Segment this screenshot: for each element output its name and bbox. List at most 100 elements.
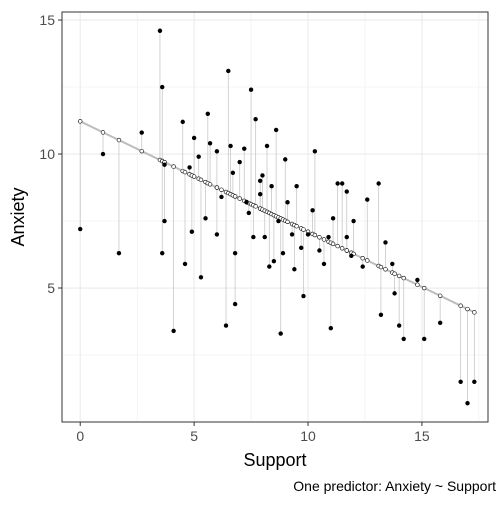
grid-lines bbox=[62, 12, 488, 422]
fitted-point bbox=[207, 182, 213, 187]
data-point bbox=[162, 162, 167, 167]
data-point bbox=[335, 181, 340, 186]
data-point bbox=[365, 197, 370, 202]
fitted-point bbox=[139, 148, 144, 154]
data-point bbox=[276, 218, 281, 224]
data-point bbox=[472, 379, 477, 385]
fitted-points bbox=[78, 119, 477, 315]
fitted-point bbox=[312, 232, 318, 238]
fitted-point bbox=[294, 224, 299, 229]
data-point bbox=[230, 170, 236, 175]
fitted-point bbox=[301, 227, 306, 232]
data-point bbox=[285, 200, 290, 205]
data-point bbox=[280, 250, 286, 256]
data-point bbox=[100, 151, 106, 157]
data-point bbox=[264, 143, 270, 149]
fitted-point bbox=[401, 275, 406, 281]
data-point bbox=[219, 194, 224, 200]
data-point bbox=[383, 240, 388, 245]
fitted-point bbox=[360, 256, 365, 261]
data-point bbox=[437, 320, 443, 326]
data-point bbox=[401, 336, 406, 342]
x-axis: 0 5 10 15 bbox=[76, 422, 430, 444]
chart-caption: One predictor: Anxiety ~ Support bbox=[293, 478, 496, 494]
x-tick-label: 0 bbox=[76, 428, 84, 444]
fitted-point bbox=[396, 273, 402, 279]
data-point bbox=[260, 173, 265, 178]
data-point bbox=[378, 312, 384, 318]
fitted-point bbox=[171, 164, 176, 169]
data-point bbox=[180, 119, 185, 125]
y-axis-label: Anxiety bbox=[8, 187, 28, 246]
data-point bbox=[191, 135, 197, 141]
data-point bbox=[344, 189, 349, 194]
fitted-point bbox=[383, 267, 388, 272]
data-point bbox=[278, 331, 283, 336]
data-point bbox=[253, 116, 258, 122]
data-point bbox=[326, 234, 331, 240]
data-point bbox=[214, 232, 220, 237]
data-point bbox=[171, 328, 176, 334]
data-point bbox=[422, 336, 427, 342]
data-point bbox=[340, 181, 345, 186]
data-point bbox=[187, 165, 192, 170]
data-point bbox=[273, 127, 279, 133]
data-point bbox=[376, 181, 381, 186]
data-point bbox=[160, 250, 165, 256]
data-point bbox=[351, 218, 356, 224]
data-point bbox=[465, 401, 470, 406]
fitted-point bbox=[465, 306, 470, 312]
x-tick-label: 10 bbox=[300, 428, 316, 444]
data-point bbox=[305, 232, 311, 237]
data-point bbox=[160, 84, 165, 90]
fitted-point bbox=[78, 119, 83, 124]
data-point bbox=[298, 245, 304, 251]
data-point bbox=[251, 234, 256, 240]
x-tick-label: 5 bbox=[190, 428, 198, 444]
data-point bbox=[349, 253, 354, 259]
fitted-point bbox=[198, 177, 204, 183]
data-point bbox=[232, 250, 238, 256]
data-point bbox=[310, 208, 315, 213]
x-tick-label: 15 bbox=[414, 428, 430, 444]
fitted-point bbox=[365, 258, 370, 263]
data-point bbox=[257, 178, 263, 184]
fitted-point bbox=[253, 204, 258, 209]
fitted-point bbox=[415, 282, 420, 287]
fitted-point bbox=[340, 246, 345, 251]
data-point bbox=[242, 146, 247, 151]
data-point bbox=[257, 192, 263, 197]
data-point bbox=[283, 157, 288, 162]
data-point bbox=[269, 183, 274, 189]
fitted-point bbox=[182, 169, 188, 175]
data-point bbox=[271, 259, 277, 264]
fitted-point bbox=[237, 196, 242, 201]
fitted-point bbox=[317, 235, 322, 240]
data-point bbox=[392, 291, 397, 296]
fitted-point bbox=[472, 310, 477, 315]
fitted-point bbox=[378, 264, 384, 270]
y-tick-label: 10 bbox=[39, 146, 55, 162]
data-point bbox=[205, 111, 210, 117]
data-point bbox=[116, 250, 122, 256]
data-point bbox=[207, 141, 213, 146]
data-point bbox=[390, 261, 395, 267]
data-point bbox=[344, 234, 349, 240]
data-point bbox=[292, 267, 297, 272]
data-point bbox=[312, 149, 318, 154]
data-point bbox=[262, 234, 267, 240]
y-tick-label: 15 bbox=[39, 12, 55, 28]
data-point bbox=[330, 216, 336, 221]
data-point bbox=[267, 264, 272, 269]
data-point bbox=[228, 143, 233, 149]
fitted-point bbox=[219, 187, 224, 192]
fitted-point bbox=[344, 248, 349, 253]
data-point bbox=[226, 68, 231, 74]
fitted-point bbox=[232, 194, 238, 199]
data-point bbox=[162, 218, 167, 224]
data-point bbox=[360, 264, 365, 269]
plot-border bbox=[61, 11, 489, 423]
data-point bbox=[196, 154, 201, 159]
data-point bbox=[237, 159, 242, 165]
